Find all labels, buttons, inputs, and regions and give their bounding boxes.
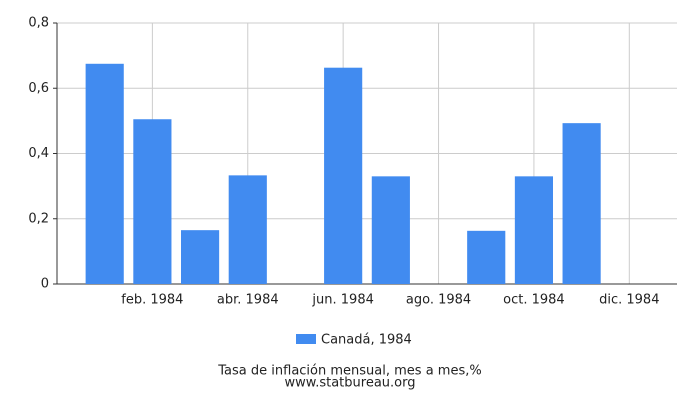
bar	[181, 230, 220, 284]
bar	[228, 175, 267, 284]
bar	[467, 230, 506, 284]
bar	[514, 176, 553, 284]
y-tick-label: 0,4	[28, 146, 49, 161]
bar	[562, 123, 601, 284]
bar	[133, 119, 172, 285]
x-tick-label: dic. 1984	[599, 293, 659, 308]
bar	[324, 67, 363, 284]
bar	[371, 176, 410, 284]
x-tick-label: abr. 1984	[217, 293, 279, 308]
x-tick-label: feb. 1984	[121, 293, 183, 308]
y-tick-label: 0,2	[28, 211, 49, 226]
y-tick-label: 0,6	[28, 81, 49, 96]
source: www.statbureau.org	[285, 376, 416, 391]
bar	[85, 63, 124, 284]
legend-label: Canadá, 1984	[321, 333, 412, 348]
y-tick-label: 0	[41, 277, 49, 292]
x-tick-label: jun. 1984	[311, 293, 373, 308]
y-tick-label: 0,8	[28, 16, 49, 31]
caption: Tasa de inflación mensual, mes a mes,%	[217, 364, 481, 379]
x-tick-label: ago. 1984	[406, 293, 471, 308]
x-tick-label: oct. 1984	[503, 293, 565, 308]
legend-swatch	[296, 334, 316, 344]
